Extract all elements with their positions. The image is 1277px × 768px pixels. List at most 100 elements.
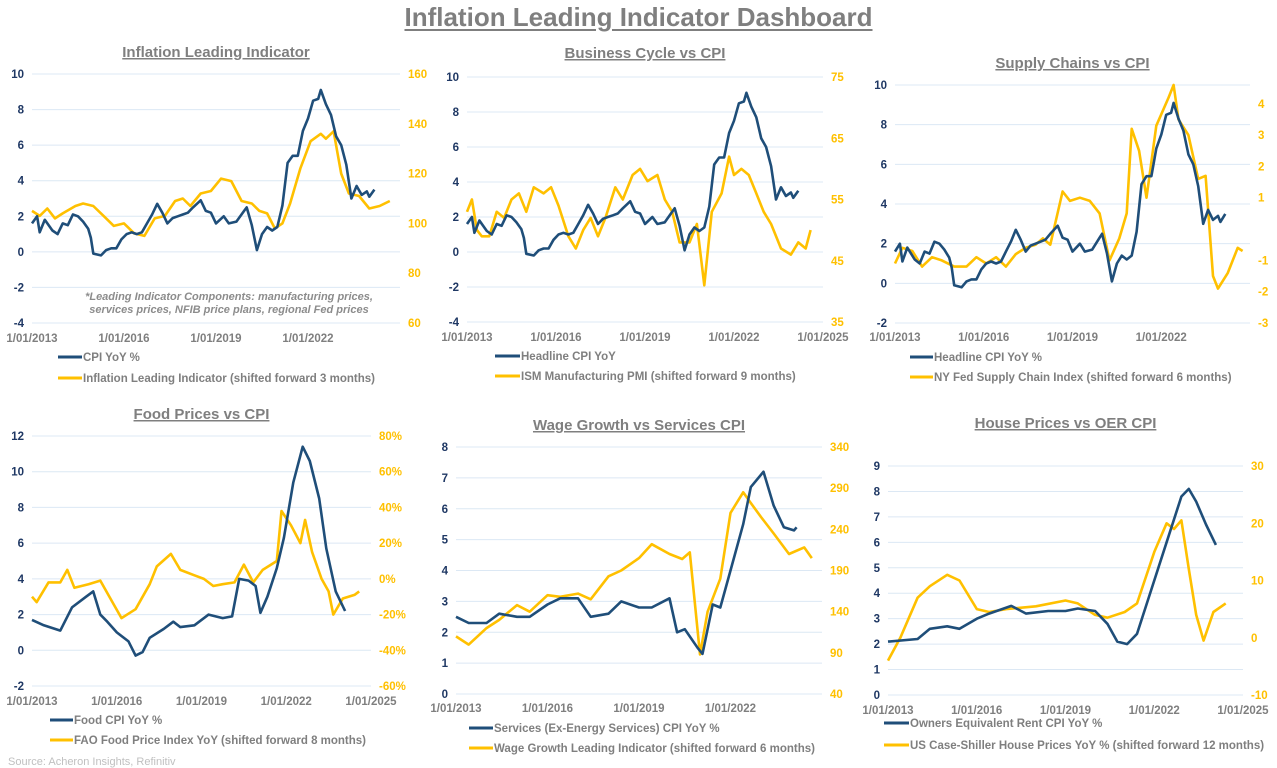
- legend-label: Inflation Leading Indicator (shifted for…: [83, 373, 375, 385]
- series-line-primary: [30, 88, 376, 257]
- series-line-secondary: [31, 130, 391, 238]
- left-axis-tick-label: -4: [14, 318, 25, 330]
- x-axis-tick-label: 1/01/2022: [705, 703, 756, 715]
- right-axis-tick-label: 100: [408, 218, 427, 230]
- right-axis-tick-label: 75: [831, 72, 844, 84]
- left-axis-tick-label: 6: [874, 537, 880, 549]
- chart-title: House Prices vs OER CPI: [975, 415, 1157, 432]
- series-line-secondary: [893, 83, 1244, 290]
- right-axis-tick-label: 10: [1251, 576, 1264, 588]
- left-axis-tick-label: -2: [14, 681, 24, 693]
- legend-label: Food CPI YoY %: [74, 715, 162, 727]
- left-axis-tick-label: 2: [18, 211, 24, 223]
- x-axis-tick-label: 1/01/2022: [1136, 332, 1187, 344]
- right-axis-tick-label: 20%: [379, 538, 402, 550]
- legend-label: Headline CPI YoY: [521, 351, 616, 363]
- x-axis-tick-label: 1/01/2016: [522, 703, 573, 715]
- left-axis-tick-label: 6: [881, 159, 887, 171]
- left-axis-tick-label: 5: [874, 563, 881, 575]
- legend-label: Services (Ex-Energy Services) CPI YoY %: [494, 723, 720, 735]
- left-axis-tick-label: 0: [442, 689, 448, 701]
- x-axis-tick-label: 1/01/2019: [619, 332, 670, 344]
- series-line-secondary: [455, 491, 813, 656]
- chart-panel: Supply Chains vs CPI -2 0 2 4 6 8 10 -3 -2 -1 1 2 3 4 1…: [869, 55, 1268, 384]
- right-axis-tick-label: 2: [1258, 161, 1264, 173]
- source-note: Source: Acheron Insights, Refinitiv: [8, 756, 176, 768]
- left-axis-tick-label: 6: [18, 140, 24, 152]
- dashboard-title: Inflation Leading Indicator Dashboard: [0, 2, 1277, 33]
- x-axis-tick-label: 1/01/2016: [951, 705, 1002, 717]
- right-axis-tick-label: 90: [830, 648, 843, 660]
- left-axis-tick-label: 4: [18, 176, 25, 188]
- left-axis-tick-label: 1: [442, 658, 449, 670]
- series-line-primary: [455, 470, 798, 656]
- left-axis-tick-label: 10: [11, 69, 24, 81]
- right-axis-tick-label: -10: [1251, 690, 1268, 702]
- chart-title: Business Cycle vs CPI: [565, 45, 726, 62]
- right-axis-tick-label: 55: [831, 195, 844, 207]
- x-axis-tick-label: 1/01/2013: [6, 333, 57, 345]
- left-axis-tick-label: 0: [18, 247, 24, 259]
- left-axis-tick-label: 4: [453, 177, 460, 189]
- x-axis-tick-label: 1/01/2022: [261, 696, 312, 708]
- series-line-primary: [887, 487, 1218, 646]
- right-axis-tick-label: 160: [408, 69, 427, 81]
- right-axis-tick-label: -3: [1258, 318, 1268, 330]
- chart-footnote: services prices, NFIB price plans, regio…: [89, 304, 368, 316]
- left-axis-tick-label: 4: [442, 566, 449, 578]
- right-axis-tick-label: 240: [830, 524, 849, 536]
- right-axis-tick-label: 340: [830, 442, 849, 454]
- left-axis-tick-label: 0: [18, 645, 24, 657]
- left-axis-tick-label: 3: [442, 596, 448, 608]
- right-axis-tick-label: 140: [408, 119, 427, 131]
- left-axis-tick-label: -4: [449, 317, 460, 329]
- x-axis-tick-label: 1/01/2013: [441, 332, 492, 344]
- legend-label: Wage Growth Leading Indicator (shifted f…: [494, 743, 815, 755]
- left-axis-tick-label: -2: [449, 282, 459, 294]
- left-axis-tick-label: 2: [18, 610, 24, 622]
- left-axis-tick-label: 2: [881, 239, 887, 251]
- right-axis-tick-label: 65: [831, 133, 844, 145]
- chart-panel: Wage Growth vs Services CPI 0 1 2 3 4 5 6 7 8 40 90…: [430, 417, 849, 755]
- x-axis-tick-label: 1/01/2025: [345, 696, 397, 708]
- chart-panel: Inflation Leading Indicator -4 -2 0 2 4 6 8 10 60…: [6, 44, 427, 385]
- x-axis-tick-label: 1/01/2019: [1040, 705, 1091, 717]
- series-line-secondary: [31, 509, 360, 620]
- left-axis-tick-label: 4: [874, 588, 881, 600]
- left-axis-tick-label: 0: [874, 690, 880, 702]
- chart-panel: Business Cycle vs CPI -4 -2 0 2 4 6 8 10 35 45 55 65…: [441, 45, 849, 383]
- left-axis-tick-label: 4: [881, 199, 888, 211]
- legend-label: FAO Food Price Index YoY (shifted forwar…: [74, 735, 366, 747]
- legend-label: Owners Equivalent Rent CPI YoY %: [910, 718, 1102, 730]
- x-axis-tick-label: 1/01/2019: [1047, 332, 1098, 344]
- x-axis-tick-label: 1/01/2013: [6, 696, 57, 708]
- left-axis-tick-label: 9: [874, 461, 880, 473]
- legend-label: NY Fed Supply Chain Index (shifted forwa…: [934, 372, 1232, 384]
- right-axis-tick-label: 1: [1258, 193, 1265, 205]
- series-line-primary: [31, 445, 347, 657]
- right-axis-tick-label: 190: [830, 566, 849, 578]
- left-axis-tick-label: 0: [881, 278, 887, 290]
- right-axis-tick-label: 120: [408, 169, 427, 181]
- chart-panel: Food Prices vs CPI -2 0 2 4 6 8 10 12 -60% -40% -20…: [6, 406, 405, 747]
- left-axis-tick-label: 2: [442, 627, 448, 639]
- right-axis-tick-label: 60: [408, 318, 421, 330]
- left-axis-tick-label: 12: [11, 431, 24, 443]
- right-axis-tick-label: 4: [1258, 99, 1265, 111]
- right-axis-tick-label: -1: [1258, 255, 1269, 267]
- right-axis-tick-label: 60%: [379, 467, 402, 479]
- x-axis-tick-label: 1/01/2019: [613, 703, 664, 715]
- left-axis-tick-label: 0: [453, 247, 459, 259]
- series-line-primary: [465, 91, 800, 257]
- legend-label: US Case-Shiller House Prices YoY % (shif…: [910, 740, 1264, 752]
- left-axis-tick-label: 6: [18, 538, 24, 550]
- right-axis-tick-label: 290: [830, 483, 849, 495]
- left-axis-tick-label: -2: [14, 282, 24, 294]
- left-axis-tick-label: 10: [11, 467, 24, 479]
- chart-footnote: *Leading Indicator Components: manufactu…: [85, 291, 373, 303]
- chart-title: Wage Growth vs Services CPI: [533, 417, 745, 434]
- right-axis-tick-label: 35: [831, 317, 844, 329]
- right-axis-tick-label: 0%: [379, 574, 396, 586]
- right-axis-tick-label: -60%: [379, 681, 406, 693]
